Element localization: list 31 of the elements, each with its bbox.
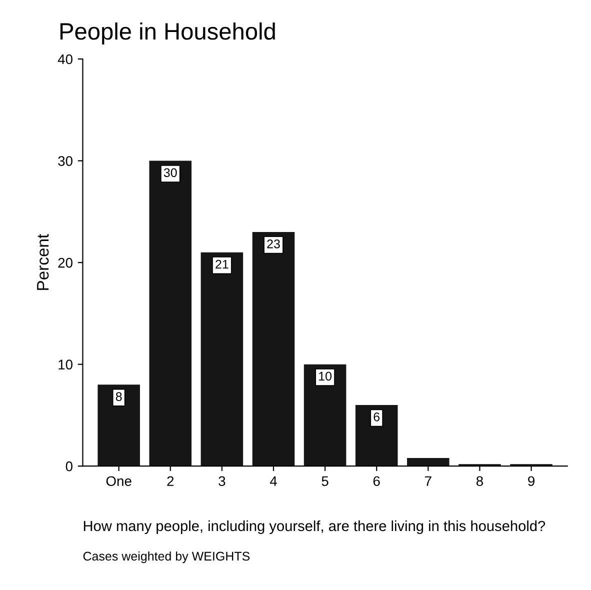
y-tick-label: 40	[58, 54, 72, 64]
x-tick-label: 8	[476, 476, 483, 486]
x-tick-label: One	[106, 476, 132, 486]
data-label: 21	[216, 260, 228, 269]
data-label: 6	[374, 412, 380, 422]
y-axis-title: Percent	[37, 234, 49, 290]
x-tick-label: 3	[218, 476, 226, 486]
bar	[304, 364, 346, 466]
bar	[252, 232, 295, 466]
bar	[98, 384, 140, 466]
x-tick-label: 7	[425, 476, 432, 486]
chart-title: People in Household	[60, 22, 275, 44]
bar	[149, 160, 192, 466]
y-tick-label: 20	[58, 258, 72, 268]
x-axis-title: How many people, including yourself, are there living in this household?	[84, 520, 546, 534]
x-tick-label: 2	[167, 476, 174, 486]
y-tick-label: 0	[66, 461, 72, 472]
y-tick-label: 10	[58, 360, 72, 370]
data-label: 23	[267, 239, 280, 248]
y-tick-label: 30	[58, 156, 72, 166]
text: Cases weighted by WEIGHTS	[83, 551, 250, 564]
x-tick-label: 6	[373, 476, 380, 486]
data-label: 10	[319, 372, 332, 381]
x-tick-label: 4	[270, 476, 277, 486]
bar	[355, 405, 398, 466]
x-tick-label: 5	[322, 476, 328, 486]
data-label: 8	[116, 392, 122, 401]
data-label: 30	[164, 168, 177, 178]
bar	[200, 252, 244, 466]
x-tick-label: 9	[528, 476, 534, 486]
bar	[407, 458, 450, 466]
